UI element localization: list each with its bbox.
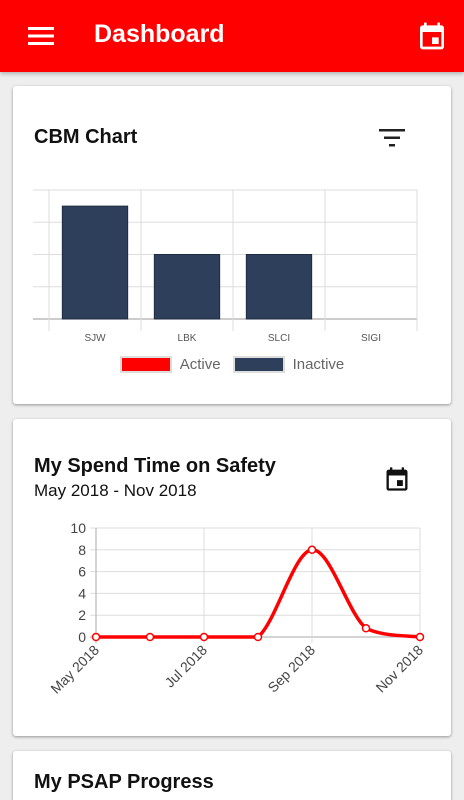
y-tick-label: 4 [78,585,86,601]
x-tick-label: Nov 2018 [372,642,426,696]
x-tick-label: Jul 2018 [161,642,210,691]
legend-swatch-inactive [232,356,285,373]
x-tick-label: May 2018 [47,642,102,697]
x-tick-label: SLCI [268,333,290,344]
data-point [199,632,209,642]
safety-line-chart: 0 2 4 6 8 10 May 2018 Jul 2018 Sep 2018 Nov 2018 [47,520,426,697]
y-tick-label: 8 [78,542,86,558]
data-point [307,545,317,555]
cbm-legend: Active Inactive [13,356,451,373]
cbm-chart-title: CBM Chart [34,126,138,148]
cbm-bar-chart: SJW LBK SLCI SIGI [33,189,418,344]
cbm-chart-card: CBM Chart SJW LBK SLCI SIGI Active Inactive [13,86,451,404]
psap-card-title: My PSAP Progress [34,771,214,793]
x-tick-label: Sep 2018 [264,642,318,696]
legend-swatch-active [119,356,172,373]
legend-item-active[interactable]: Active [119,356,221,373]
calendar-icon[interactable] [416,20,448,52]
bar-inactive [153,254,221,320]
safety-card-title: My Spend Time on Safety [34,455,276,477]
x-tick-label: LBK [178,333,197,344]
data-point [415,632,425,642]
data-point [145,632,155,642]
psap-progress-card: My PSAP Progress [13,751,451,800]
legend-label-active: Active [179,356,221,373]
data-point [91,632,101,642]
bar-inactive [61,205,129,320]
menu-icon[interactable] [24,22,58,50]
safety-time-card: My Spend Time on Safety May 2018 - Nov 2… [13,419,451,736]
safety-date-range: May 2018 - Nov 2018 [34,481,197,500]
filter-icon[interactable] [377,126,407,150]
legend-item-inactive[interactable]: Inactive [232,356,345,373]
y-tick-label: 2 [78,607,86,623]
y-tick-label: 6 [78,564,86,580]
page-title: Dashboard [94,20,225,48]
x-tick-label: SIGI [361,333,381,344]
y-tick-label: 10 [70,520,86,536]
y-tick-label: 0 [78,629,86,645]
app-bar: Dashboard [0,0,464,72]
data-point [361,624,371,633]
calendar-icon[interactable] [383,465,411,493]
x-tick-label: SJW [84,333,106,344]
legend-label-inactive: Inactive [292,356,345,373]
data-point [253,632,263,642]
bar-inactive [245,254,313,320]
